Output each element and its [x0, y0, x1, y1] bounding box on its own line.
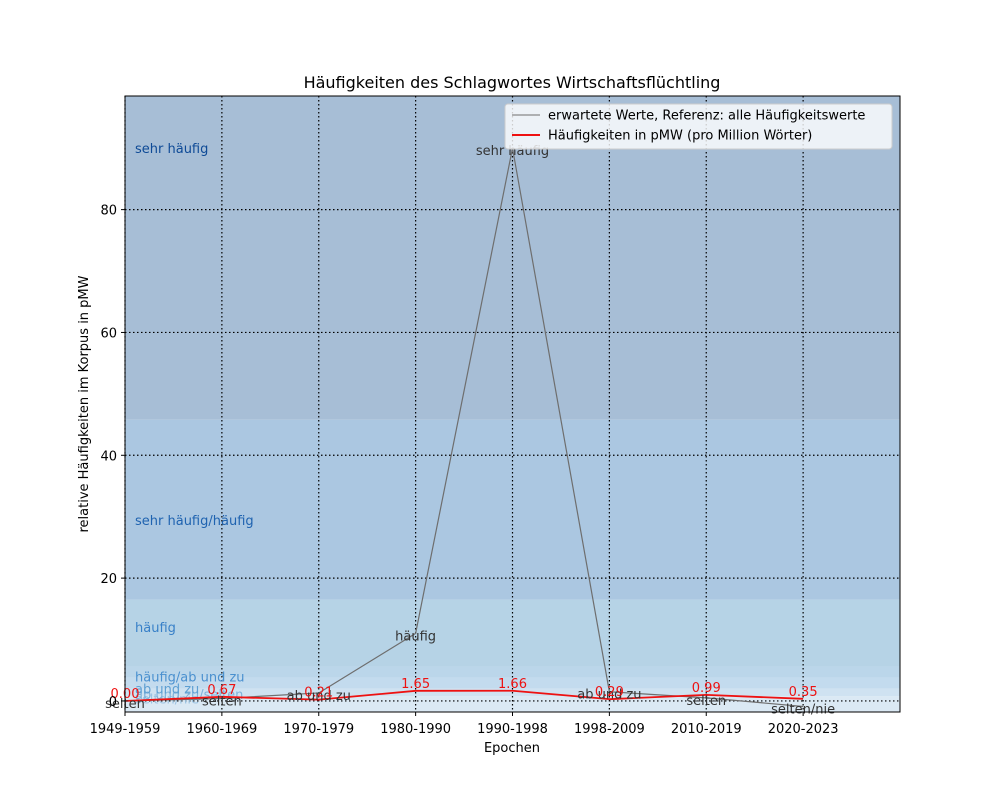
frequency-data-label: 1.66 — [498, 677, 527, 692]
band-label-4: häufig — [135, 621, 176, 636]
y-tick-label: 60 — [100, 326, 117, 341]
x-tick-label: 1960-1969 — [186, 722, 257, 737]
frequency-line — [124, 689, 804, 702]
x-tick-label: 2020-2023 — [768, 722, 839, 737]
grid — [124, 96, 900, 712]
x-tick-label: 1998-2009 — [574, 722, 645, 737]
chart-title: Häufigkeiten des Schlagwortes Wirtschaft… — [304, 73, 721, 92]
expected-point-label: selten/nie — [771, 702, 835, 717]
expected-point-label: selten — [686, 694, 726, 709]
frequency-data-label: 0.67 — [207, 683, 236, 698]
frequency-data-label: 0.21 — [304, 686, 333, 701]
band-label-2: ab und zu — [135, 683, 199, 698]
frequency-data-label: 0.99 — [692, 681, 721, 696]
y-axis-label: relative Häufigkeiten im Korpus in pMW — [77, 275, 92, 532]
axes: 1949-1959 1960-1969 1970-1979 1980-1990 1990… — [90, 204, 839, 737]
band-5 — [125, 419, 900, 600]
y-tick-label: 80 — [100, 204, 117, 219]
legend-label-expected: erwartete Werte, Referenz: alle Häufigke… — [548, 109, 865, 124]
frequency-data-label: 0.35 — [789, 685, 818, 700]
frequency-data-label: 0.29 — [595, 685, 624, 700]
band-label-3: häufig/ab und zu — [135, 670, 245, 685]
y-tick-label: 20 — [100, 572, 117, 587]
x-tick-label: 1970-1979 — [283, 722, 354, 737]
x-axis-label: Epochen — [484, 741, 540, 756]
legend-label-frequency: Häufigkeiten in pMW (pro Million Wörter) — [548, 129, 812, 144]
expected-point-label: ab und zu — [577, 688, 641, 703]
y-tick-label: 40 — [100, 449, 117, 464]
series — [124, 147, 804, 708]
band-label-6: sehr häufig — [135, 142, 208, 157]
expected-point-label: ab und zu — [287, 689, 351, 704]
band-2 — [125, 677, 900, 689]
frequency-data-label: 1.65 — [401, 677, 430, 692]
legend-box — [504, 103, 893, 150]
y-tick-label: 0 — [109, 695, 117, 710]
x-tick-label: 1990-1998 — [477, 722, 548, 737]
legend: erwartete Werte, Referenz: alle Häufigke… — [504, 103, 893, 150]
x-tick-label: 2010-2019 — [671, 722, 742, 737]
band-label-5: sehr häufig/häufig — [135, 514, 254, 529]
expected-point-label: häufig — [395, 629, 436, 644]
x-tick-label: 1980-1990 — [380, 722, 451, 737]
x-tick-label: 1949-1959 — [90, 722, 161, 737]
expected-point-label: selten — [202, 694, 242, 709]
